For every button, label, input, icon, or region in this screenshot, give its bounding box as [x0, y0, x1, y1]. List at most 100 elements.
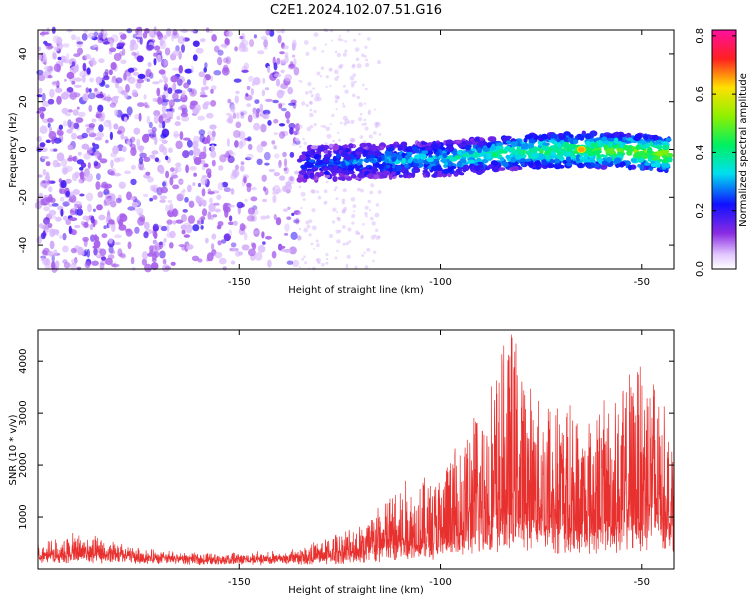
spectrogram-noise-cell: [324, 142, 328, 146]
spectrogram-noise-cell: [253, 122, 261, 131]
spectrogram-noise-cell: [48, 131, 57, 140]
spectrogram-noise-cell: [338, 34, 341, 37]
spectrogram-signal-cell: [498, 149, 506, 154]
spectrogram-noise-cell: [52, 81, 60, 85]
spectrogram-noise-cell: [293, 58, 297, 67]
spectrogram-signal-cell: [460, 158, 467, 164]
spectrogram-signal-cell: [324, 174, 331, 178]
spectrogram-noise-cell: [291, 54, 296, 58]
spectrogram-signal-cell: [565, 162, 573, 167]
spectrogram-noise-cell: [108, 238, 113, 244]
spectrogram-signal-cell: [445, 139, 454, 145]
spectrogram-signal-cell: [596, 153, 601, 159]
spectrogram-noise-cell: [123, 116, 128, 123]
spectrogram-noise-cell: [305, 51, 310, 56]
spectrogram-signal-cell: [401, 158, 407, 164]
spectrogram-noise-cell: [287, 206, 291, 210]
spectrogram-signal-cell: [476, 157, 482, 162]
spectrogram-signal-cell: [520, 143, 527, 150]
spectrogram-signal-cell: [420, 141, 428, 145]
spectrogram-signal-cell: [527, 143, 535, 149]
spectrogram-noise-cell: [333, 188, 337, 192]
spectrogram-noise-cell: [144, 263, 152, 273]
spectrogram-noise-cell: [263, 39, 268, 48]
spectrogram-noise-cell: [326, 180, 329, 184]
spectrogram-noise-cell: [235, 90, 240, 95]
spectrogram-noise-cell: [298, 227, 302, 231]
spectrogram-signal-cell: [575, 154, 581, 161]
spectrogram-noise-cell: [361, 123, 365, 126]
spectrogram-signal-cell: [370, 144, 377, 151]
spectrogram-noise-cell: [211, 233, 217, 240]
spectrogram-noise-cell: [303, 255, 306, 259]
spectrogram-noise-cell: [136, 79, 145, 84]
spectrogram-noise-cell: [68, 225, 72, 235]
spectrogram-noise-cell: [234, 95, 239, 104]
spectrogram-noise-cell: [262, 198, 267, 203]
spectrogram-signal-cell: [504, 146, 510, 150]
spectrogram-noise-cell: [209, 197, 213, 204]
spectrogram-noise-cell: [312, 87, 315, 90]
spectrogram-noise-cell: [177, 35, 186, 45]
spectrogram-noise-cell: [110, 159, 114, 169]
spectrogram-signal-cell: [477, 140, 485, 148]
spectrogram-noise-cell: [142, 134, 150, 143]
spectrogram-noise-cell: [263, 186, 267, 192]
spectrogram-noise-cell: [151, 150, 159, 155]
spectrogram-signal-cell: [379, 145, 385, 150]
spectrogram-noise-cell: [228, 115, 234, 124]
spectrogram-signal-cell: [550, 132, 557, 139]
spectrogram-noise-cell: [342, 242, 346, 246]
spectrogram-noise-cell: [247, 143, 253, 151]
spectrogram-noise-cell: [301, 101, 306, 106]
spectrogram-noise-cell: [287, 63, 295, 70]
spectrogram-noise-cell: [326, 133, 332, 139]
spectrogram-signal-cell: [474, 138, 480, 142]
spectrogram-noise-cell: [273, 118, 279, 124]
spectrogram-noise-cell: [228, 229, 232, 236]
spectrogram-signal-cell: [556, 150, 562, 155]
spectrogram-noise-cell: [161, 139, 168, 144]
spectrogram-signal-cell: [347, 170, 355, 175]
spectrogram-noise-cell: [289, 176, 294, 182]
spectrogram-noise-cell: [293, 130, 298, 136]
spectrogram-noise-cell: [350, 119, 355, 124]
spectrogram-noise-cell: [104, 198, 113, 202]
spectrogram-signal-cell: [601, 136, 608, 142]
spectrogram-noise-cell: [305, 91, 309, 95]
spectrogram-noise-cell: [364, 163, 367, 167]
spectrogram-signal-cell: [400, 141, 408, 147]
spectrogram-noise-cell: [306, 224, 311, 229]
spectrogram-noise-cell: [181, 229, 186, 235]
spectrogram-signal-cell: [413, 166, 419, 170]
spectrogram-noise-cell: [342, 52, 347, 57]
x-tick-label: -100: [429, 277, 452, 288]
spectrogram-noise-cell: [135, 81, 142, 89]
spectrogram-noise-cell: [76, 41, 84, 45]
spectrogram-noise-cell: [181, 92, 186, 98]
spectrogram-noise-cell: [50, 215, 57, 219]
spectrogram-noise-cell: [200, 216, 206, 221]
spectrogram-signal-cell: [643, 135, 649, 140]
spectrogram-signal-cell: [486, 152, 492, 159]
spectrogram-noise-cell: [207, 130, 212, 137]
spectrogram-noise-cell: [105, 84, 110, 89]
spectrogram-noise-cell: [352, 73, 357, 77]
spectrogram-noise-cell: [298, 266, 301, 269]
spectrogram-noise-cell: [357, 187, 361, 192]
spectrogram-noise-cell: [113, 123, 119, 130]
spectrogram-signal-cell: [359, 142, 368, 148]
spectrogram-noise-cell: [364, 205, 369, 210]
spectrogram-noise-cell: [124, 91, 128, 99]
spectrogram-noise-cell: [45, 161, 51, 167]
spectrogram-noise-cell: [90, 60, 97, 66]
spectrogram-signal-cell: [495, 145, 500, 150]
spectrogram-panel: -150 -100 -50 -40 -20 0 20 40 Height of straig…: [8, 26, 675, 296]
spectrogram-noise-cell: [95, 93, 104, 99]
spectrogram-noise-cell: [82, 62, 87, 72]
spectrogram-signal-cell: [428, 154, 433, 159]
spectrogram-noise-cell: [171, 174, 179, 179]
spectrogram-noise-cell: [139, 212, 143, 217]
spectrogram-noise-cell: [305, 103, 309, 108]
spectrogram-noise-cell: [40, 147, 48, 153]
